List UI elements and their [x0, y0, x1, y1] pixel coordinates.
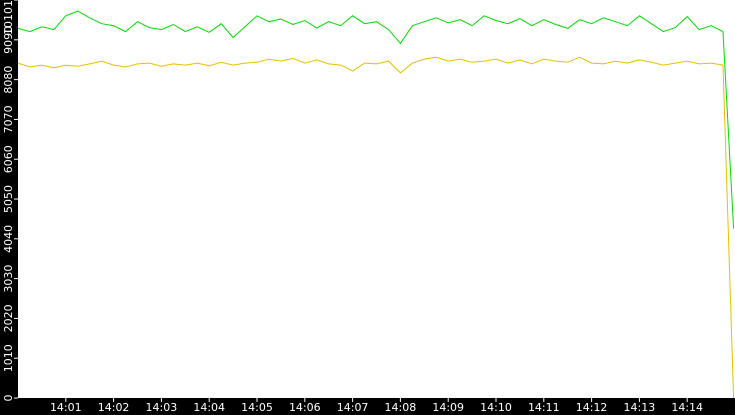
x-tick-label: 14:08: [385, 401, 417, 414]
y-tick-label: 6060: [2, 145, 15, 173]
x-tick-label: 14:09: [432, 401, 464, 414]
series-line: [17, 10, 735, 229]
x-tick-label: 14:04: [193, 401, 225, 414]
series-line: [17, 56, 735, 399]
y-tick-label: 0: [2, 395, 15, 402]
x-tick-label: 14:05: [241, 401, 273, 414]
x-tick-label: 14:01: [50, 401, 82, 414]
y-tick-label: 5050: [2, 185, 15, 213]
x-tick-label: 14:12: [576, 401, 608, 414]
x-tick-label: 14:10: [480, 401, 512, 414]
x-tick-label: 14:07: [337, 401, 369, 414]
y-tick-label: 1010: [2, 344, 15, 372]
x-tick-label: 14:06: [289, 401, 321, 414]
x-tick-label: 14:13: [624, 401, 656, 414]
y-tick-label: 7070: [2, 105, 15, 133]
x-tick-label: 14:03: [146, 401, 178, 414]
y-tick-label: 4040: [2, 225, 15, 253]
y-tick-label: 10101: [2, 0, 15, 35]
x-tick-label: 14:11: [528, 401, 560, 414]
x-tick-label: 14:14: [671, 401, 703, 414]
y-tick-label: 2020: [2, 304, 15, 332]
y-tick-label: 9090: [2, 26, 15, 54]
plot-area: [18, 0, 735, 398]
y-tick-label: 3030: [2, 265, 15, 293]
x-tick-label: 14:02: [98, 401, 130, 414]
y-tick-label: 8080: [2, 66, 15, 94]
